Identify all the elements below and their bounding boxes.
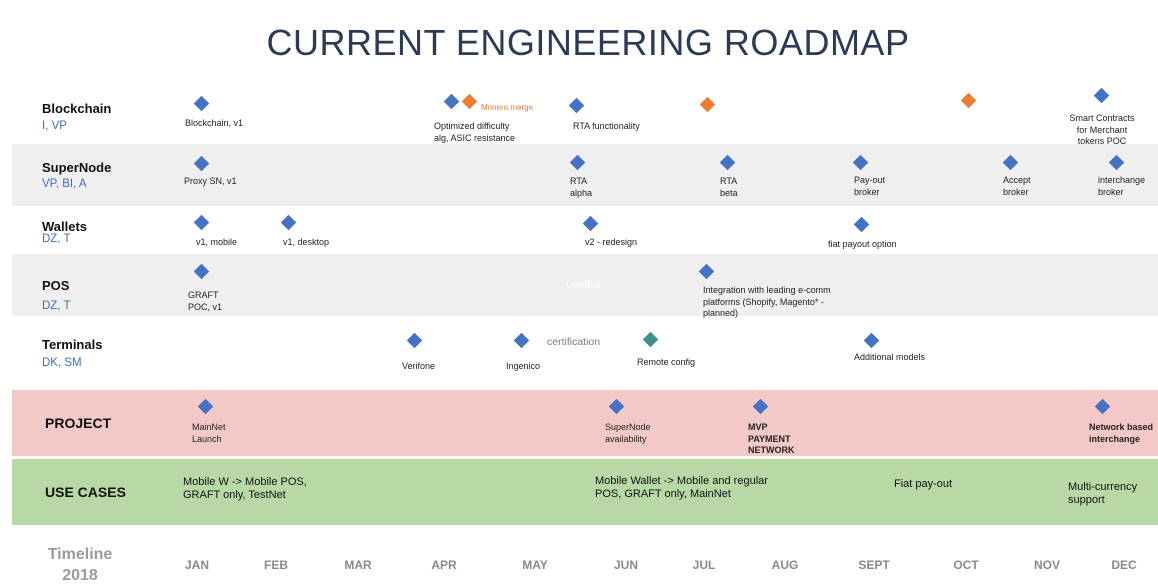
milestone-label: fiat payout option (828, 239, 897, 249)
timeline-month: AUG (771, 558, 799, 572)
supernode-band (12, 144, 1158, 206)
project-band (12, 390, 1158, 456)
row-label-wallets: Wallets (42, 219, 88, 234)
milestone-diamond-icon (1093, 87, 1110, 104)
milestone-label: MVP PAYMENT NETWORK (748, 422, 795, 455)
milestone-diamond-icon (568, 97, 585, 114)
row-owners-blockchain: I, VP (42, 120, 67, 132)
row-label-use-cases: USE CASES (45, 484, 126, 500)
milestone-diamond-icon (853, 216, 870, 233)
milestone-label: Network based interchange (1089, 422, 1154, 444)
timeline-month: JUL (692, 558, 716, 572)
row-owners-pos: DZ, T (42, 300, 71, 312)
use-case-text: Mobile Wallet -> Mobile and regular POS,… (595, 475, 768, 500)
timeline-month: SEPT (858, 558, 890, 572)
row-label-supernode: SuperNode (42, 160, 112, 175)
timeline-month: FEB (264, 558, 288, 572)
milestone-label: Accept broker (1003, 175, 1031, 197)
milestone-label: GRAFT POC, v1 (188, 290, 223, 312)
milestone-label: Remote config (637, 357, 696, 367)
timeline-month: MAY (522, 558, 548, 572)
milestone-diamond-icon (461, 93, 478, 110)
milestone-label: Blockchain, v1 (185, 118, 244, 128)
milestone-label: SuperNode availability (605, 422, 651, 444)
milestone-label: Optimized difficulty alg, ASIC resistanc… (434, 121, 516, 143)
row-owners-supernode: VP, BI, A (42, 178, 87, 190)
milestone-diamond-icon (582, 215, 599, 232)
milestone-label: Integration with leading e-comm platform… (703, 285, 831, 318)
milestone-label: MainNet Launch (192, 422, 226, 444)
milestone-label: certification (547, 336, 601, 348)
timeline-month: APR (431, 558, 457, 572)
milestone-label: RTA functionality (573, 121, 640, 131)
timeline-month: MAR (344, 558, 372, 572)
use-cases-band (12, 459, 1158, 525)
milestone-diamond-icon (863, 332, 880, 349)
row-owners-wallets: DZ, T (42, 233, 71, 245)
row-label-pos: POS (42, 278, 70, 293)
timeline-month: JUN (613, 558, 639, 572)
milestone-diamond-icon (642, 331, 659, 348)
use-case-text: Mobile W -> Mobile POS, GRAFT only, Test… (183, 476, 307, 501)
row-label-blockchain: Blockchain (42, 101, 112, 116)
timeline-month: NOV (1033, 558, 1061, 572)
milestone-diamond-icon (406, 332, 423, 349)
page-title: CURRENT ENGINEERING ROADMAP (266, 22, 910, 63)
milestone-diamond-icon (443, 93, 460, 110)
milestone-diamond-icon (193, 95, 210, 112)
faint-text: Ubeffell (566, 280, 600, 291)
milestone-label: v2 - redesign (585, 237, 638, 247)
milestone-label: RTA beta (720, 176, 738, 198)
use-case-text: Multi-currency support (1068, 481, 1138, 506)
milestone-label: Pay-out broker (854, 175, 886, 197)
milestone-label: Additional models (854, 352, 926, 362)
milestone-diamond-icon (960, 92, 977, 109)
timeline-month: JAN (184, 558, 210, 572)
milestone-label: Monero merge (481, 103, 534, 112)
milestone-label: Verifone (402, 361, 436, 371)
milestone-diamond-icon (513, 332, 530, 349)
milestone-label: Ingenico (506, 361, 541, 371)
milestone-label: Smart Contracts for Merchant tokens POC (1069, 113, 1135, 146)
milestone-label: v1, desktop (283, 237, 330, 247)
row-owners-terminals: DK, SM (42, 357, 82, 369)
row-label-terminals: Terminals (42, 337, 103, 352)
milestone-diamond-icon (699, 96, 716, 113)
milestone-label: v1, mobile (196, 237, 238, 247)
milestone-label: interchange broker (1098, 175, 1146, 197)
use-case-text: Fiat pay-out (894, 478, 953, 490)
milestone-diamond-icon (280, 214, 297, 231)
timeline-month: DEC (1111, 558, 1137, 572)
milestone-diamond-icon (193, 214, 210, 231)
timeline-title: Timeline 2018 (47, 546, 113, 584)
row-label-project: PROJECT (45, 415, 112, 431)
milestone-label: RTA alpha (570, 176, 593, 198)
milestone-label: Proxy SN, v1 (184, 176, 237, 186)
timeline-month: OCT (953, 558, 979, 572)
